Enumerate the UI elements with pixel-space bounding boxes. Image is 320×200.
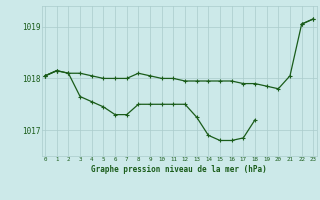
X-axis label: Graphe pression niveau de la mer (hPa): Graphe pression niveau de la mer (hPa) — [91, 165, 267, 174]
